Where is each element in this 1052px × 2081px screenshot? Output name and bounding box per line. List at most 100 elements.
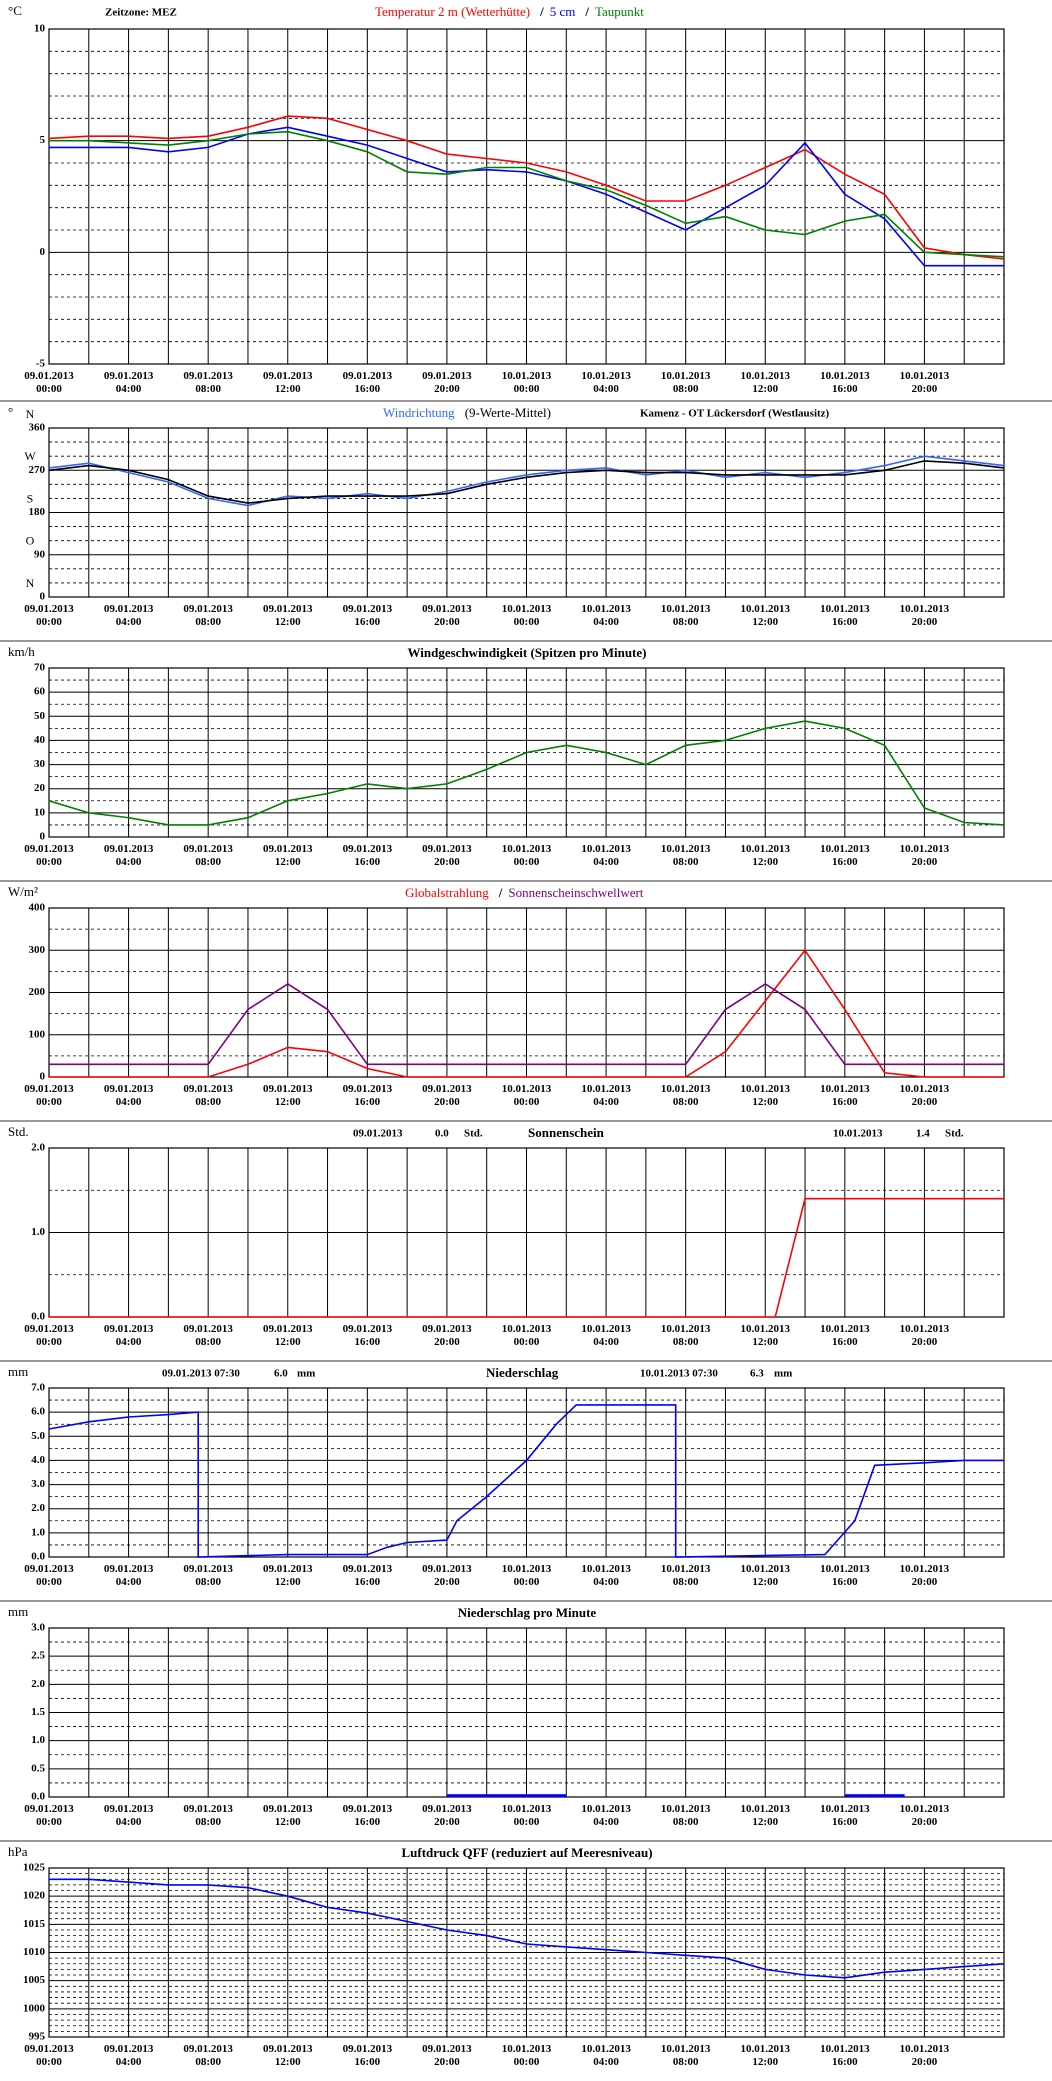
x-tick-label: 09.01.2013 00:00 [24,2043,74,2068]
y-tick-label: 5.0 [31,1430,45,1442]
compass-label: N [26,576,35,590]
y-tick-label: 180 [29,506,46,518]
annotation: 6.3 [750,1368,764,1380]
x-tick-label: 10.01.2013 20:00 [899,2043,950,2068]
x-tick-label: 09.01.2013 08:00 [183,603,233,628]
y-tick-label: 10 [34,806,46,818]
x-tick-label: 09.01.2013 16:00 [342,1083,393,1108]
x-tick-label: 10.01.2013 16:00 [820,370,870,395]
x-tick-label: 10.01.2013 16:00 [820,1563,870,1588]
x-tick-label: 10.01.2013 16:00 [820,843,870,868]
x-tick-label: 10.01.2013 08:00 [660,1803,711,1828]
annotation: 1.4 [916,1128,930,1140]
x-tick-label: 09.01.2013 08:00 [183,2043,233,2068]
x-tick-label: 10.01.2013 08:00 [660,603,711,628]
x-tick-label: 10.01.2013 08:00 [660,370,711,395]
y-tick-label: 995 [29,2031,46,2043]
x-tick-label: 09.01.2013 20:00 [422,1323,472,1348]
x-tick-label: 09.01.2013 08:00 [183,1563,233,1588]
bar [486,1794,507,1797]
x-tick-label: 10.01.2013 00:00 [501,1563,552,1588]
compass-label: S [27,491,34,505]
y-tick-label: 3.0 [31,1478,45,1490]
y-tick-label: 10 [34,23,46,35]
x-tick-label: 10.01.2013 20:00 [899,1083,950,1108]
bar [466,1794,487,1797]
plot-frame [48,1867,1005,2038]
y-tick-label: 6.0 [31,1406,45,1418]
x-tick-label: 10.01.2013 08:00 [660,2043,711,2068]
x-tick-label: 10.01.2013 12:00 [740,1323,791,1348]
bar [526,1794,547,1797]
x-tick-label: 10.01.2013 12:00 [740,2043,791,2068]
data-line [49,948,1004,1078]
annotation: 10.01.2013 07:30 [640,1368,718,1380]
y-tick-label: 1025 [23,1862,46,1874]
compass-label: O [26,534,35,548]
x-tick-label: 10.01.2013 00:00 [501,1323,552,1348]
x-tick-label: 09.01.2013 00:00 [24,603,74,628]
legend-separator: / [584,4,589,19]
y-tick-label: 50 [34,710,46,722]
y-tick-label: 0.5 [31,1762,45,1774]
y-tick-label: 90 [34,548,46,560]
y-tick-label: 0 [40,246,46,258]
chart-title: Windgeschwindigkeit (Spitzen pro Minute) [408,645,647,660]
annotation: 6.0 [274,1368,288,1380]
legend-entry: Sonnenscheinschwellwert [508,885,643,900]
x-tick-label: 10.01.2013 00:00 [501,370,552,395]
x-tick-label: 10.01.2013 04:00 [581,370,631,395]
x-tick-label: 09.01.2013 20:00 [422,1803,472,1828]
annotation: Std. [945,1128,964,1140]
unit-label: hPa [8,1844,28,1859]
y-tick-label: 1000 [23,2002,46,2014]
y-tick-label: 1015 [23,1918,46,1930]
y-tick-label: 1.5 [31,1706,45,1718]
y-tick-label: 30 [34,758,46,770]
x-tick-label: 10.01.2013 04:00 [581,1803,631,1828]
x-tick-label: 10.01.2013 20:00 [899,370,950,395]
data-line [48,115,1005,260]
x-tick-label: 10.01.2013 20:00 [899,1563,950,1588]
x-tick-label: 10.01.2013 20:00 [899,603,950,628]
y-tick-label: 1.0 [31,1226,45,1238]
x-tick-label: 09.01.2013 00:00 [24,1323,74,1348]
legend-entry: Globalstrahlung [405,885,489,900]
x-tick-label: 10.01.2013 04:00 [581,2043,631,2068]
y-tick-label: 1005 [23,1974,46,1986]
y-tick-label: 100 [29,1028,46,1040]
chart-title: Sonnenschein [528,1125,605,1140]
y-tick-label: 2.0 [31,1502,45,1514]
data-line [49,130,1005,258]
x-tick-label: 09.01.2013 00:00 [24,843,74,868]
x-tick-label: 09.01.2013 08:00 [183,843,233,868]
plot-frame [48,667,1005,838]
bar [844,1794,865,1797]
x-tick-label: 10.01.2013 04:00 [581,1083,631,1108]
data-line [48,455,1005,507]
x-tick-label: 10.01.2013 04:00 [581,1323,631,1348]
y-tick-label: 0.0 [31,1551,45,1563]
x-tick-label: 09.01.2013 12:00 [263,2043,313,2068]
x-tick-label: 10.01.2013 00:00 [501,2043,552,2068]
annotation: mm [297,1368,315,1380]
x-tick-label: 10.01.2013 00:00 [501,603,552,628]
x-tick-label: 09.01.2013 20:00 [422,370,472,395]
x-tick-label: 09.01.2013 04:00 [103,1323,154,1348]
compass-label: N [26,407,35,421]
annotation: 09.01.2013 07:30 [162,1368,240,1380]
x-tick-label: 10.01.2013 04:00 [581,603,631,628]
x-tick-label: 09.01.2013 12:00 [263,1563,313,1588]
y-tick-label: 40 [34,734,46,746]
unit-label: W/m² [8,884,38,899]
unit-label: mm [8,1364,28,1379]
annotation: 09.01.2013 [353,1128,403,1140]
x-tick-label: 10.01.2013 16:00 [820,1803,870,1828]
unit-label: Std. [8,1124,29,1139]
data-line [48,720,1005,826]
x-tick-label: 09.01.2013 12:00 [263,1803,313,1828]
x-tick-label: 09.01.2013 12:00 [263,370,313,395]
x-tick-label: 09.01.2013 04:00 [103,1803,154,1828]
x-tick-label: 10.01.2013 08:00 [660,843,711,868]
plot-frame [48,28,1005,365]
